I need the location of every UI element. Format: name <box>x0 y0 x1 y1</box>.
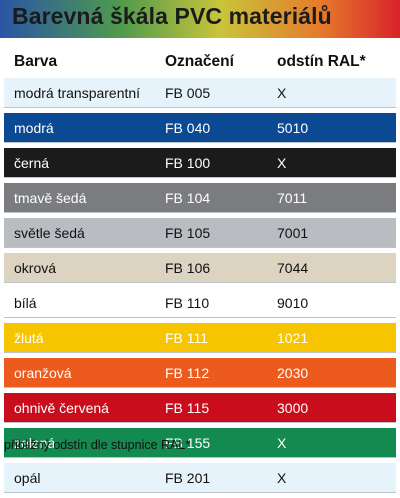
code-cell: FB 201 <box>165 470 211 486</box>
code-cell: FB 005 <box>165 85 211 101</box>
code-cell: FB 115 <box>165 400 210 416</box>
table-row: tmavě šedá FB 104 7011 <box>4 183 396 213</box>
footnote: přibližný odstín dle stupnice RAL* <box>4 438 191 452</box>
ral-cell: 5010 <box>277 120 309 136</box>
ral-cell: 9010 <box>277 295 309 311</box>
color-name-cell: oranžová <box>14 365 72 381</box>
ral-cell: 7001 <box>277 225 309 241</box>
code-cell: FB 112 <box>165 365 210 381</box>
ral-cell: 2030 <box>277 365 309 381</box>
header-color: Barva <box>14 53 58 70</box>
color-name-cell: okrová <box>14 260 57 276</box>
color-name-cell: ohnivě červená <box>14 400 109 416</box>
table-row: oranžová FB 112 2030 <box>4 358 396 388</box>
table-row: ohnivě červená FB 115 3000 <box>4 393 396 423</box>
ral-cell: X <box>277 435 287 451</box>
table-row: okrová FB 106 7044 <box>4 253 396 283</box>
table-row: žlutá FB 111 1021 <box>4 323 396 353</box>
code-cell: FB 110 <box>165 295 210 311</box>
color-name-cell: zelená <box>14 435 56 451</box>
table-row: zelená FB 155 X <box>4 428 396 458</box>
code-cell: FB 105 <box>165 225 211 241</box>
ral-cell: 3000 <box>277 400 309 416</box>
color-name-cell: světle šedá <box>14 225 85 241</box>
ral-cell: X <box>277 155 287 171</box>
table-row: bílá FB 110 9010 <box>4 288 396 318</box>
code-cell: FB 100 <box>165 155 211 171</box>
table-row: černá FB 100 X <box>4 148 396 178</box>
ral-cell: X <box>277 470 287 486</box>
table-row: modrá FB 040 5010 <box>4 113 396 143</box>
ral-cell: 7044 <box>277 260 309 276</box>
table-row: modrá transparentní FB 005 X <box>4 78 396 108</box>
title-banner: Barevná škála PVC materiálů <box>0 0 400 38</box>
code-cell: FB 111 <box>165 330 209 346</box>
table-row: světle šedá FB 105 7001 <box>4 218 396 248</box>
code-cell: FB 155 <box>165 435 211 451</box>
ral-cell: 1021 <box>277 330 309 346</box>
table-row: opál FB 201 X <box>4 463 396 493</box>
color-name-cell: černá <box>14 155 50 171</box>
color-name-cell: modrá <box>14 120 54 136</box>
ral-cell: 7011 <box>277 190 308 206</box>
header-code: Označení <box>165 53 234 70</box>
color-name-cell: žlutá <box>14 330 44 346</box>
code-cell: FB 104 <box>165 190 211 206</box>
color-name-cell: opál <box>14 470 41 486</box>
code-cell: FB 106 <box>165 260 211 276</box>
page-title: Barevná škála PVC materiálů <box>12 3 332 29</box>
table-header: Barva Označení odstín RAL* <box>0 48 400 76</box>
color-name-cell: modrá transparentní <box>14 85 141 101</box>
color-name-cell: bílá <box>14 295 37 311</box>
code-cell: FB 040 <box>165 120 211 136</box>
header-ral: odstín RAL* <box>277 53 366 70</box>
ral-cell: X <box>277 85 287 101</box>
color-name-cell: tmavě šedá <box>14 190 87 206</box>
